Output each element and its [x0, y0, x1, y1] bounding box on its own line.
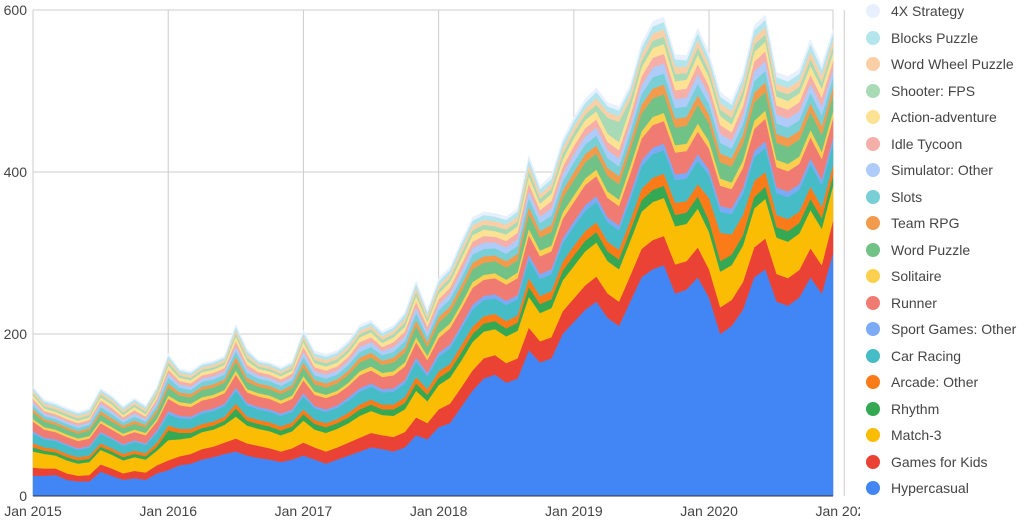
legend-item: Runner — [866, 292, 937, 314]
legend-item: Car Racing — [866, 345, 961, 367]
legend-item: Rhythm — [866, 398, 939, 420]
x-tick-label: Jan 2017 — [275, 503, 333, 519]
legend-swatch — [866, 242, 880, 257]
legend-label: Action-adventure — [891, 109, 997, 125]
legend-label: Hypercasual — [891, 480, 969, 496]
legend-label: Match-3 — [891, 427, 942, 443]
legend-item: Solitaire — [866, 265, 942, 287]
legend-label: Word Puzzle — [891, 241, 971, 258]
x-tick-label: Jan 2020 — [680, 503, 738, 519]
legend-item: Hypercasual — [866, 477, 969, 499]
legend-swatch — [866, 375, 880, 389]
legend-swatch — [866, 348, 880, 363]
legend-item: Blocks Puzzle — [866, 27, 978, 49]
legend-swatch — [866, 428, 880, 442]
legend-label: Arcade: Other — [891, 374, 979, 390]
legend-swatch — [866, 216, 880, 230]
legend-swatch — [866, 295, 880, 310]
legend-label: Rhythm — [891, 400, 940, 417]
legend-label: Car Racing — [891, 347, 962, 364]
legend-item: Team RPG — [866, 212, 959, 234]
legend-swatch — [866, 83, 880, 98]
legend-label: Simulator: Other — [891, 162, 993, 178]
legend-label: Blocks Puzzle — [891, 29, 979, 46]
legend-item: Sport Games: Other — [866, 318, 1016, 340]
legend-swatch — [866, 454, 880, 469]
legend-item: Arcade: Other — [866, 371, 978, 393]
legend-item: Match-3 — [866, 424, 942, 446]
legend-item: Word Wheel Puzzle — [866, 53, 1014, 75]
legend-swatch — [866, 481, 880, 495]
x-tick-label: Jan 2015 — [4, 503, 62, 519]
legend-swatch — [866, 189, 880, 204]
legend-item: Simulator: Other — [866, 159, 993, 181]
legend-label: Team RPG — [891, 215, 960, 231]
legend-label: 4X Strategy — [891, 3, 965, 19]
y-axis-tick-labels: 0 200 400 600 — [4, 2, 28, 504]
y-tick-label: 0 — [19, 488, 27, 504]
legend-label: Idle Tycoon — [891, 135, 963, 152]
x-tick-label: Jan 2016 — [139, 503, 197, 519]
y-tick-label: 200 — [4, 326, 28, 342]
legend-label: Games for Kids — [891, 453, 988, 470]
legend-item: Action-adventure — [866, 106, 997, 128]
legend-swatch — [866, 401, 880, 416]
legend-swatch — [866, 30, 880, 45]
legend-item: Word Puzzle — [866, 239, 970, 261]
legend-swatch — [866, 136, 880, 151]
legend-item: 4X Strategy — [866, 0, 964, 22]
legend-item: Slots — [866, 186, 922, 208]
legend-item: Games for Kids — [866, 451, 987, 473]
x-axis-tick-labels: Jan 2015 Jan 2016 Jan 2017 Jan 2018 Jan 2019… — [4, 503, 860, 519]
legend-item: Shooter: FPS — [866, 80, 975, 102]
legend-label: Runner — [891, 294, 937, 311]
legend-swatch — [866, 163, 880, 177]
y-tick-label: 600 — [4, 2, 28, 18]
legend-swatch — [866, 110, 880, 124]
legend-swatch — [866, 322, 880, 336]
legend-label: Solitaire — [891, 268, 942, 284]
legend-swatch — [866, 4, 880, 18]
legend-label: Word Wheel Puzzle — [891, 56, 1014, 72]
legend-label: Slots — [891, 188, 923, 205]
legend-item: Idle Tycoon — [866, 133, 962, 155]
legend-swatch — [866, 269, 880, 283]
x-tick-label: Jan 2019 — [545, 503, 603, 519]
x-tick-label: Jan 2018 — [410, 503, 468, 519]
legend-swatch — [866, 57, 880, 71]
legend-label: Shooter: FPS — [891, 82, 976, 99]
x-tick-label: Jan 2021 — [815, 503, 860, 519]
area-4x-strategy — [32, 14, 834, 414]
legend-label: Sport Games: Other — [891, 321, 1017, 337]
stacked-areas — [32, 14, 834, 497]
y-tick-label: 400 — [4, 164, 28, 180]
